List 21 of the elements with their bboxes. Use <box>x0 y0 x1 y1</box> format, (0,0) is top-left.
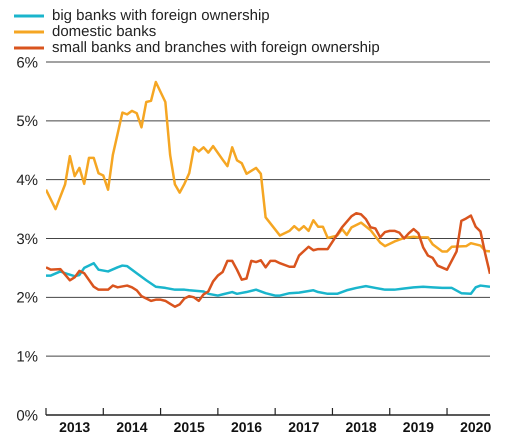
y-tick-label: 1% <box>16 348 38 366</box>
x-tick-label: 2019 <box>402 419 434 435</box>
legend-label: big banks with foreign ownership <box>52 7 270 24</box>
legend-label: small banks and branches with foreign ownership <box>52 39 380 56</box>
x-tick-label: 2013 <box>59 419 90 435</box>
y-tick-label: 2% <box>16 290 38 307</box>
y-tick-label: 6% <box>16 54 38 72</box>
x-tick-label: 2017 <box>288 419 320 435</box>
line-series <box>46 80 490 253</box>
x-tick-label: 2020 <box>460 419 492 435</box>
y-tick-label: 5% <box>16 113 38 130</box>
line-series <box>46 262 490 297</box>
y-tick-label: 3% <box>16 230 38 248</box>
legend-label: domestic banks <box>52 23 156 40</box>
x-tick-label: 2016 <box>230 419 262 435</box>
y-tick-label: 4% <box>16 172 38 189</box>
y-tick-label: 0% <box>16 407 38 424</box>
x-tick-label: 2018 <box>346 419 377 435</box>
line-series <box>46 212 490 308</box>
x-tick-label: 2014 <box>116 419 148 435</box>
x-tick-label: 2015 <box>174 419 206 435</box>
